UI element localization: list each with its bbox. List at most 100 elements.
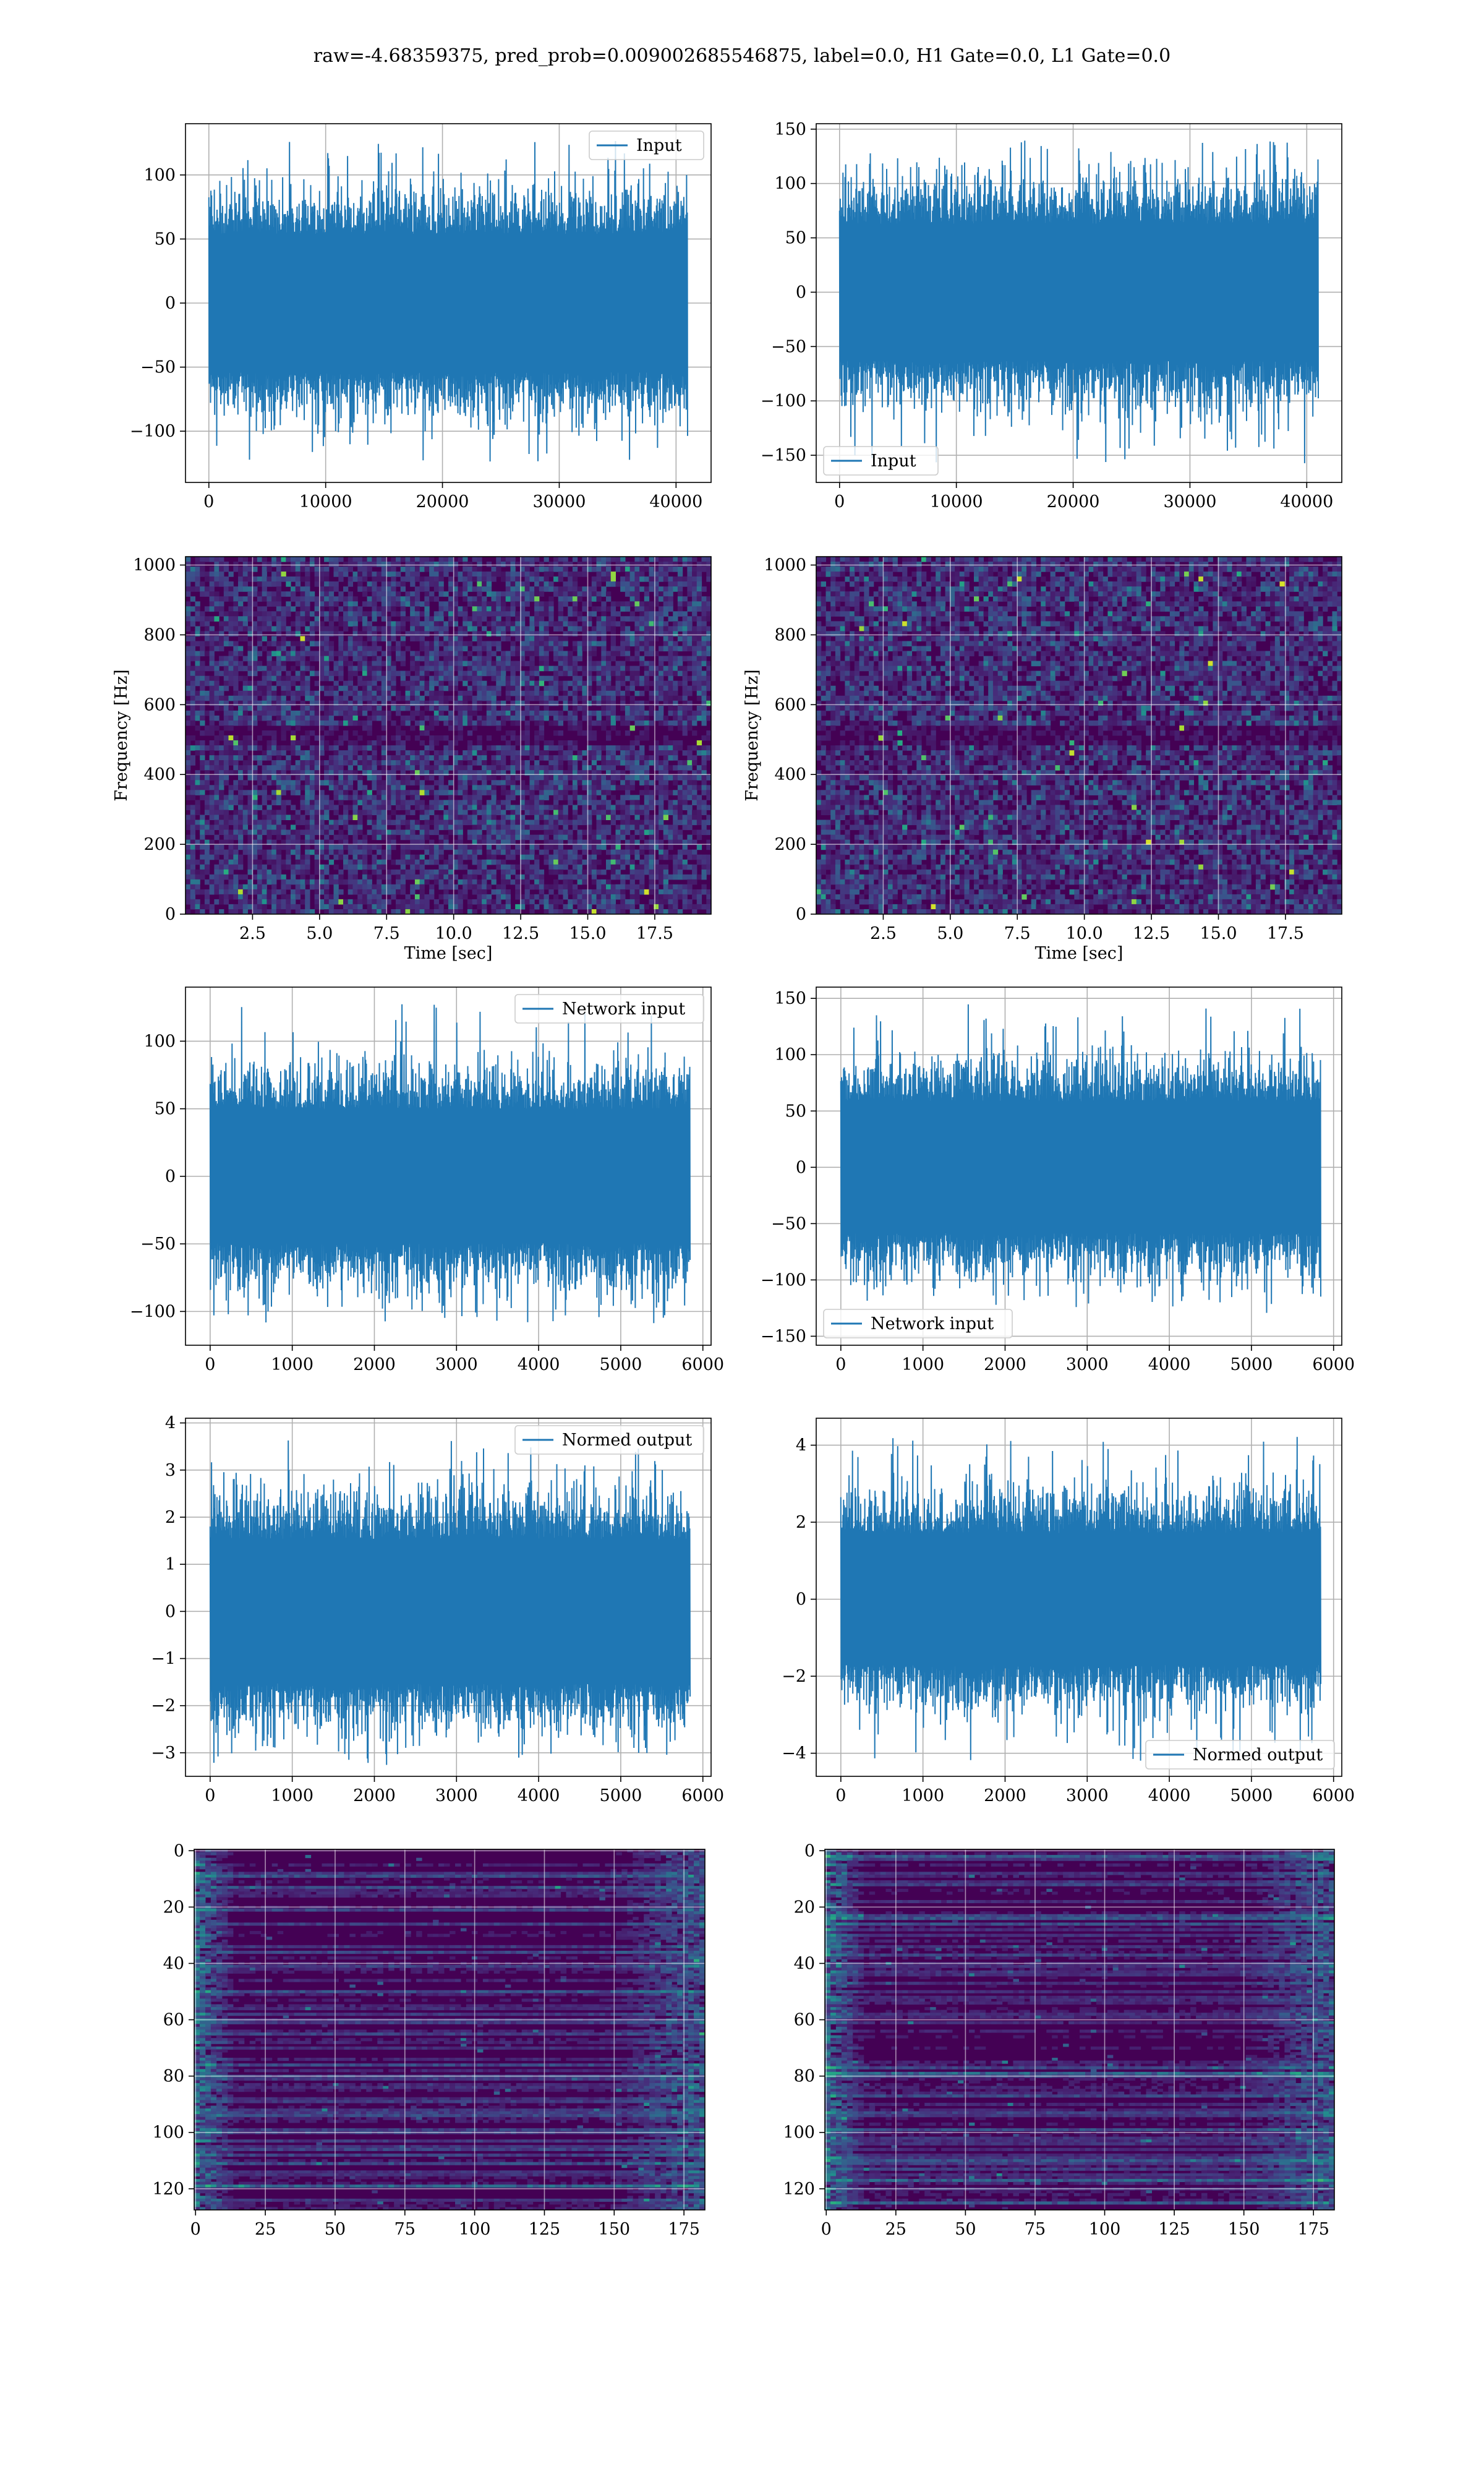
heatmap-cell bbox=[486, 670, 492, 677]
heatmap-cell bbox=[448, 567, 454, 572]
heatmap-cell bbox=[659, 586, 664, 592]
heatmap-cell bbox=[534, 685, 540, 691]
heatmap-cell bbox=[654, 765, 659, 771]
heatmap-cell bbox=[372, 770, 377, 776]
heatmap-cell bbox=[414, 770, 420, 776]
heatmap-cell bbox=[438, 844, 444, 850]
heatmap-cell bbox=[629, 770, 635, 776]
heatmap-cell bbox=[610, 834, 616, 841]
heatmap-cell bbox=[324, 824, 330, 831]
heatmap-cell bbox=[262, 730, 267, 736]
heatmap-cell bbox=[257, 576, 263, 582]
heatmap-cell bbox=[396, 755, 401, 761]
heatmap-cell bbox=[673, 626, 678, 631]
heatmap-cell bbox=[687, 567, 693, 572]
heatmap-cell bbox=[654, 616, 659, 622]
heatmap-cell bbox=[324, 730, 330, 736]
heatmap-cell bbox=[328, 557, 335, 562]
heatmap-cell bbox=[204, 675, 210, 682]
heatmap-cell bbox=[644, 562, 650, 567]
heatmap-cell bbox=[305, 690, 310, 696]
heatmap-cell bbox=[400, 616, 406, 622]
heatmap-cell bbox=[352, 562, 358, 567]
heatmap-cell bbox=[433, 740, 440, 746]
heatmap-cell bbox=[247, 765, 253, 771]
heatmap-cell bbox=[524, 740, 530, 746]
heatmap-cell bbox=[591, 760, 597, 766]
heatmap-cell bbox=[582, 571, 587, 577]
heatmap-cell bbox=[696, 675, 702, 682]
heatmap-cell bbox=[405, 715, 411, 721]
heatmap-cell bbox=[328, 670, 335, 677]
heatmap-cell bbox=[200, 670, 205, 677]
heatmap-cell bbox=[238, 750, 244, 756]
heatmap-cell bbox=[673, 680, 678, 687]
heatmap-cell bbox=[477, 690, 482, 696]
heatmap-cell bbox=[629, 740, 635, 746]
heatmap-cell bbox=[463, 720, 468, 726]
heatmap-cell bbox=[324, 844, 330, 850]
heatmap-cell bbox=[257, 829, 263, 836]
heatmap-cell bbox=[396, 785, 401, 790]
heatmap-cell bbox=[629, 562, 635, 567]
heatmap-cell bbox=[634, 606, 640, 612]
heatmap-cell bbox=[233, 641, 239, 647]
heatmap-cell bbox=[458, 785, 463, 790]
heatmap-cell bbox=[606, 765, 612, 771]
heatmap-cell bbox=[291, 745, 296, 751]
heatmap-cell bbox=[252, 670, 258, 677]
heatmap-cell bbox=[606, 562, 612, 567]
heatmap-cell bbox=[515, 810, 521, 815]
heatmap-cell bbox=[377, 785, 382, 790]
heatmap-cell bbox=[668, 591, 673, 597]
heatmap-cell bbox=[558, 661, 563, 667]
heatmap-cell bbox=[519, 815, 526, 820]
heatmap-cell bbox=[568, 820, 573, 826]
heatmap-cell bbox=[472, 586, 477, 592]
heatmap-cell bbox=[629, 805, 635, 810]
heatmap-cell bbox=[309, 557, 315, 562]
heatmap-cell bbox=[377, 562, 382, 567]
heatmap-cell bbox=[544, 685, 549, 691]
heatmap-cell bbox=[515, 834, 521, 841]
heatmap-cell bbox=[610, 745, 616, 751]
heatmap-cell bbox=[458, 651, 463, 657]
heatmap-cell bbox=[400, 800, 406, 805]
heatmap-cell bbox=[510, 785, 516, 790]
heatmap-cell bbox=[186, 770, 191, 776]
heatmap-cell bbox=[519, 745, 526, 751]
heatmap-cell bbox=[687, 765, 693, 771]
heatmap-cell bbox=[247, 770, 253, 776]
heatmap-cell bbox=[505, 800, 511, 805]
heatmap-cell bbox=[352, 571, 358, 577]
heatmap-cell bbox=[338, 675, 344, 682]
heatmap-cell bbox=[262, 675, 267, 682]
heatmap-cell bbox=[524, 675, 530, 682]
heatmap-cell bbox=[372, 750, 377, 756]
heatmap-cell bbox=[410, 844, 416, 850]
heatmap-cell bbox=[429, 581, 435, 587]
heatmap-cell bbox=[352, 824, 358, 831]
heatmap-cell bbox=[610, 646, 616, 652]
heatmap-cell bbox=[433, 765, 440, 771]
heatmap-cell bbox=[696, 616, 702, 622]
heatmap-cell bbox=[443, 755, 449, 761]
heatmap-cell bbox=[568, 606, 573, 612]
heatmap-cell bbox=[195, 839, 200, 845]
heatmap-cell bbox=[357, 690, 363, 696]
heatmap-cell bbox=[219, 670, 224, 677]
heatmap-cell bbox=[553, 760, 559, 766]
heatmap-cell bbox=[324, 576, 330, 582]
heatmap-cell bbox=[324, 636, 330, 641]
heatmap-cell bbox=[472, 745, 477, 751]
heatmap-cell bbox=[544, 651, 549, 657]
heatmap-cell bbox=[410, 820, 416, 826]
heatmap-cell bbox=[692, 576, 697, 582]
heatmap-cell bbox=[257, 616, 263, 622]
heatmap-cell bbox=[467, 760, 473, 766]
heatmap-cell bbox=[515, 775, 521, 781]
heatmap-cell bbox=[591, 800, 597, 805]
heatmap-cell bbox=[190, 567, 195, 572]
heatmap-cell bbox=[587, 567, 592, 572]
heatmap-cell bbox=[348, 750, 353, 756]
